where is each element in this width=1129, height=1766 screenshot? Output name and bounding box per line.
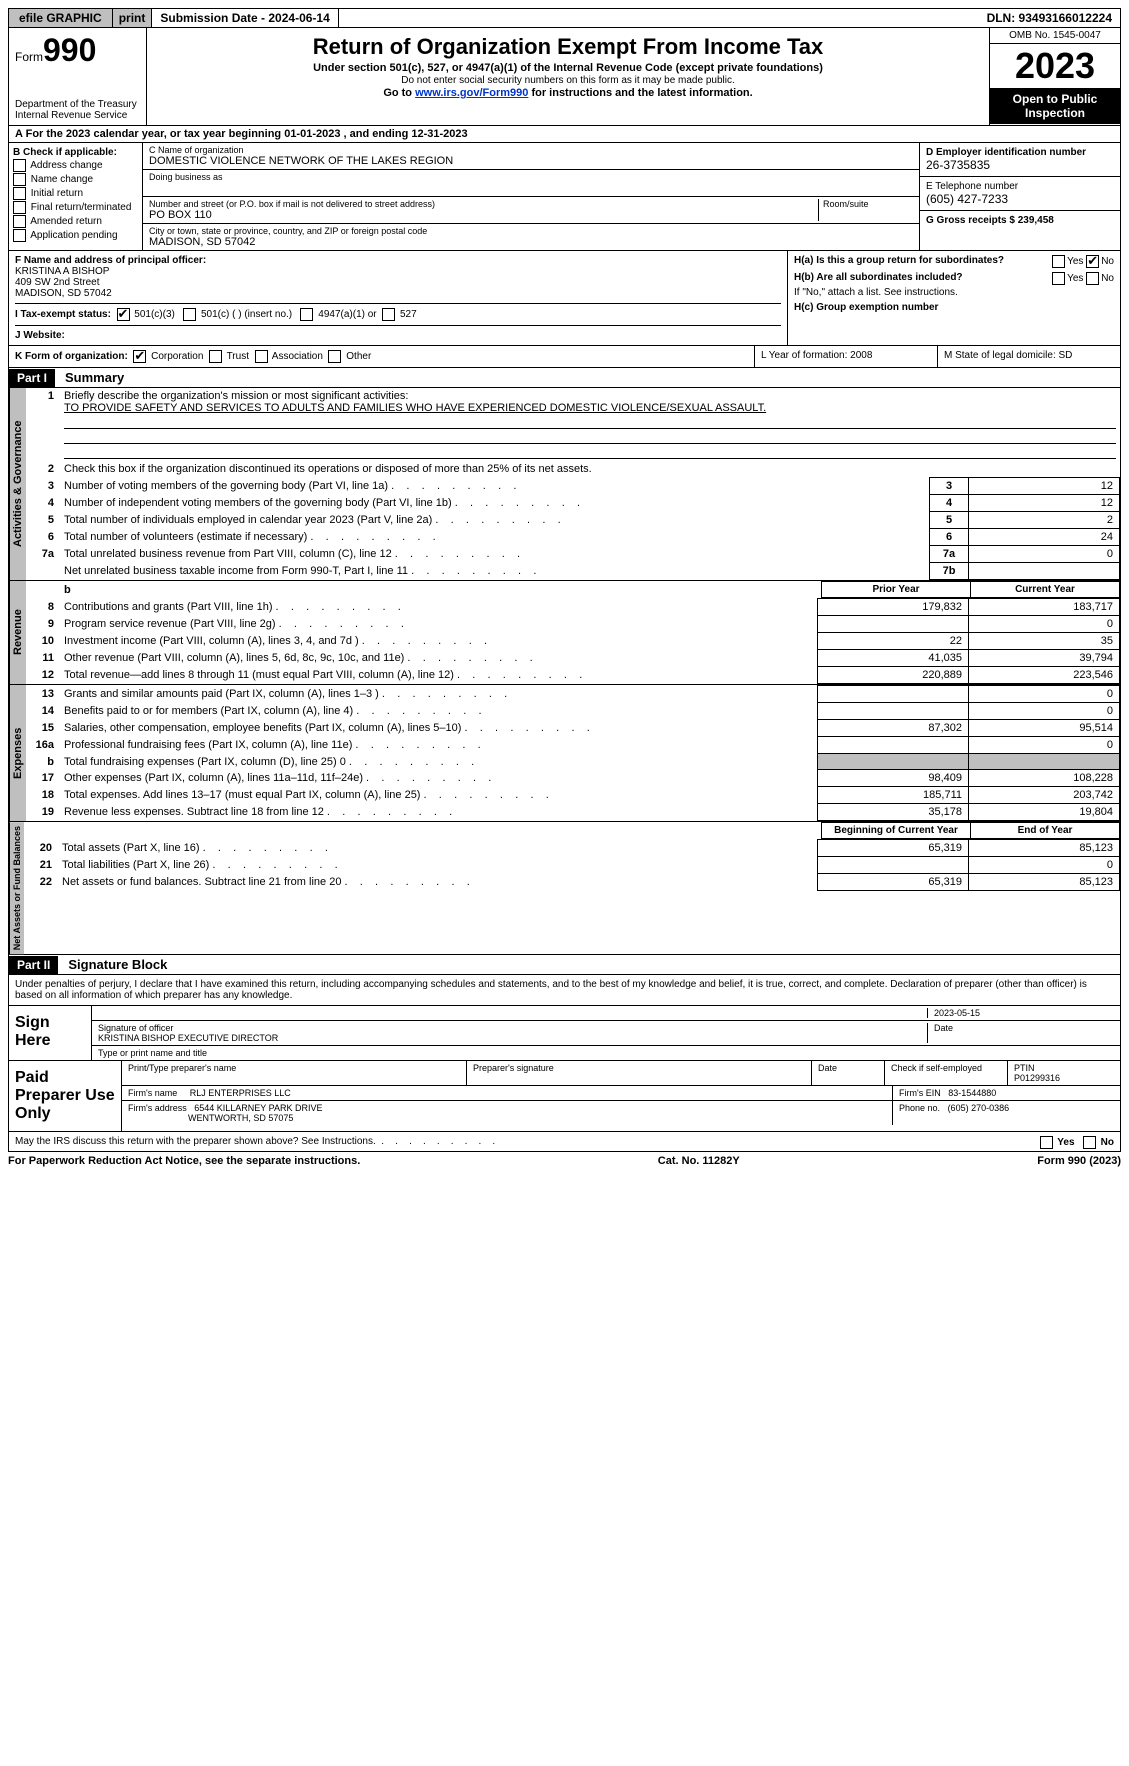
state-domicile: M State of legal domicile: SD [937,346,1120,367]
box-deg: D Employer identification number 26-3735… [919,143,1120,250]
top-toolbar: efile GRAPHIC print Submission Date - 20… [8,8,1121,28]
row-a-tax-year: A For the 2023 calendar year, or tax yea… [8,126,1121,143]
checkbox-ha-no[interactable] [1086,255,1099,268]
part-2-header: Part II Signature Block [8,955,1121,975]
efile-button[interactable]: efile GRAPHIC [9,9,113,27]
dln: DLN: 93493166012224 [979,9,1120,27]
gross-receipts: G Gross receipts $ 239,458 [926,215,1054,226]
tax-year: 2023 [990,44,1120,88]
subtitle-2: Do not enter social security numbers on … [153,75,983,86]
org-name: DOMESTIC VIOLENCE NETWORK OF THE LAKES R… [149,155,913,167]
section-revenue: Revenue b Prior Year Current Year 8Contr… [8,581,1121,685]
ein: 26-3735835 [926,158,990,172]
telephone: (605) 427-7233 [926,192,1114,206]
officer-name: KRISTINA BISHOP EXECUTIVE DIRECTOR [98,1033,278,1043]
perjury-text: Under penalties of perjury, I declare th… [9,975,1120,1006]
org-address: PO BOX 110 [149,209,818,221]
print-button[interactable]: print [113,9,153,27]
section-net-assets: Net Assets or Fund Balances Beginning of… [8,822,1121,955]
checkbox-501c3[interactable] [117,308,130,321]
omb-number: OMB No. 1545-0047 [990,28,1120,44]
part-1-header: Part I Summary [8,368,1121,388]
checkbox-corp[interactable] [133,350,146,363]
section-activities-governance: Activities & Governance 1 Briefly descri… [8,388,1121,581]
section-bcd: B Check if applicable: Address change Na… [8,143,1121,251]
dept-label: Department of the Treasury Internal Reve… [15,99,140,121]
section-expenses: Expenses 13Grants and similar amounts pa… [8,685,1121,822]
signature-block: Under penalties of perjury, I declare th… [8,975,1121,1152]
form-number: Form990 [15,32,140,69]
open-to-public: Open to Public Inspection [990,88,1120,124]
subtitle-3: Go to www.irs.gov/Form990 for instructio… [153,87,983,99]
year-formation: L Year of formation: 2008 [754,346,937,367]
subtitle-1: Under section 501(c), 527, or 4947(a)(1)… [153,62,983,74]
submission-date: Submission Date - 2024-06-14 [152,9,338,27]
mission-text: TO PROVIDE SAFETY AND SERVICES TO ADULTS… [64,402,766,414]
form-header: Form990 Department of the Treasury Inter… [8,28,1121,126]
org-city: MADISON, SD 57042 [149,236,913,248]
page-footer: For Paperwork Reduction Act Notice, see … [8,1152,1121,1167]
form-title: Return of Organization Exempt From Incom… [153,34,983,60]
irs-link[interactable]: www.irs.gov/Form990 [415,87,528,99]
box-c: C Name of organization DOMESTIC VIOLENCE… [143,143,919,250]
row-klm: K Form of organization: Corporation Trus… [8,346,1121,368]
section-fh: F Name and address of principal officer:… [8,251,1121,346]
box-b: B Check if applicable: Address change Na… [9,143,143,250]
